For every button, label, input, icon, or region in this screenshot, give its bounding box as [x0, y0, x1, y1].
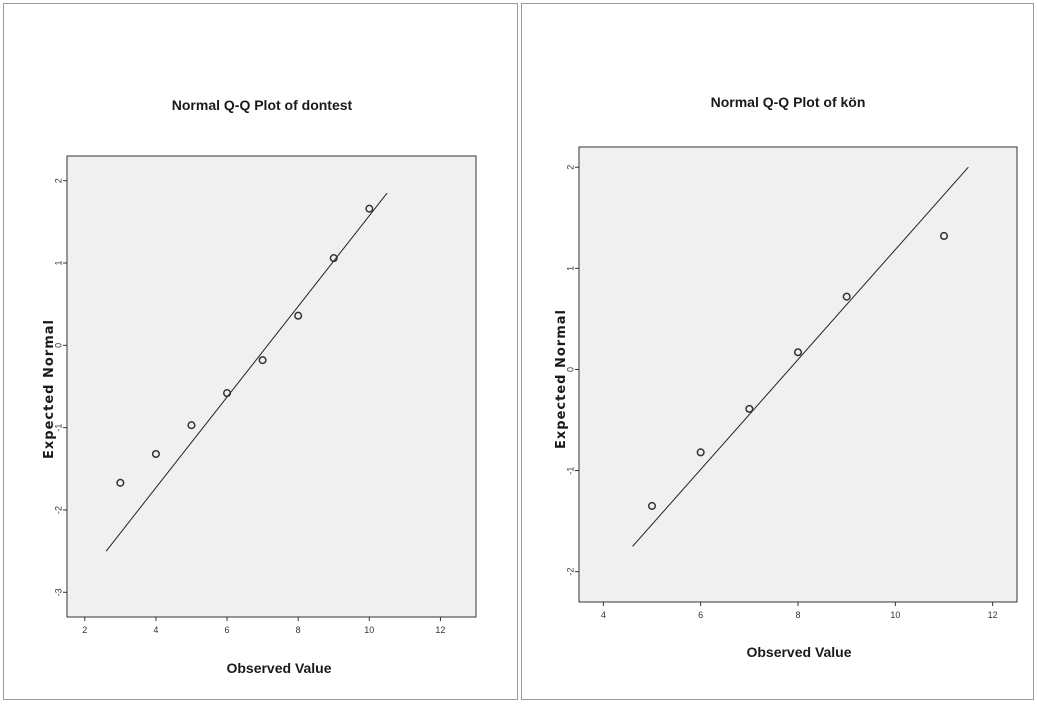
data-point	[151, 449, 160, 459]
qq-plot-kon: Normal Q-Q Plot of kön Observed Value Ex…	[554, 94, 1018, 660]
x-tick-label: 6	[225, 625, 230, 635]
qq-plot-dontest: Normal Q-Q Plot of dontest Observed Valu…	[42, 97, 477, 676]
x-axis-label: Observed Value	[226, 660, 331, 676]
y-tick-label: 1	[53, 261, 63, 266]
qq-plot-panel-dontest: Normal Q-Q Plot of dontest Observed Valu…	[3, 3, 518, 700]
x-tick-label: 4	[601, 610, 606, 620]
y-tick-label: 1	[565, 266, 575, 271]
x-tick-label: 4	[153, 625, 158, 635]
x-tick-label: 12	[435, 625, 445, 635]
data-point	[258, 356, 267, 365]
qq-plot-panel-kon: Normal Q-Q Plot of kön Observed Value Ex…	[521, 3, 1034, 700]
y-tick-label: -1	[53, 424, 63, 432]
y-axis-label: Expected Normal	[554, 309, 569, 449]
data-point	[294, 311, 303, 320]
x-tick-label: 10	[364, 625, 374, 635]
data-point	[329, 254, 338, 263]
plot-area	[578, 146, 1018, 603]
data-point	[696, 448, 705, 457]
y-tick-label: -3	[53, 588, 63, 596]
data-point	[793, 348, 803, 357]
y-tick-label: -2	[53, 506, 63, 514]
data-point	[365, 204, 374, 213]
plot-area	[66, 155, 477, 618]
x-axis-label: Observed Value	[746, 644, 851, 660]
data-point	[939, 231, 949, 241]
reference-line	[105, 192, 388, 552]
y-tick-label: 0	[565, 367, 575, 372]
data-point	[187, 421, 196, 430]
y-tick-label: -2	[565, 568, 575, 576]
y-tick-label: -1	[565, 467, 575, 475]
data-point	[116, 478, 125, 487]
x-tick-label: 8	[795, 610, 800, 620]
y-tick-label: 2	[565, 165, 575, 170]
y-tick-label: 2	[53, 178, 63, 183]
chart-title: Normal Q-Q Plot of kön	[711, 94, 866, 110]
x-tick-label: 10	[890, 610, 900, 620]
y-axis-label: Expected Normal	[42, 319, 57, 459]
x-tick-label: 12	[988, 610, 998, 620]
y-tick-label: 0	[53, 343, 63, 348]
x-tick-label: 2	[82, 625, 87, 635]
data-point	[647, 501, 657, 510]
reference-line	[632, 166, 969, 547]
x-tick-label: 6	[698, 610, 703, 620]
x-tick-label: 8	[296, 625, 301, 635]
chart-title: Normal Q-Q Plot of dontest	[172, 97, 353, 113]
data-point	[842, 292, 851, 301]
data-point	[222, 389, 232, 398]
data-point	[745, 404, 754, 413]
